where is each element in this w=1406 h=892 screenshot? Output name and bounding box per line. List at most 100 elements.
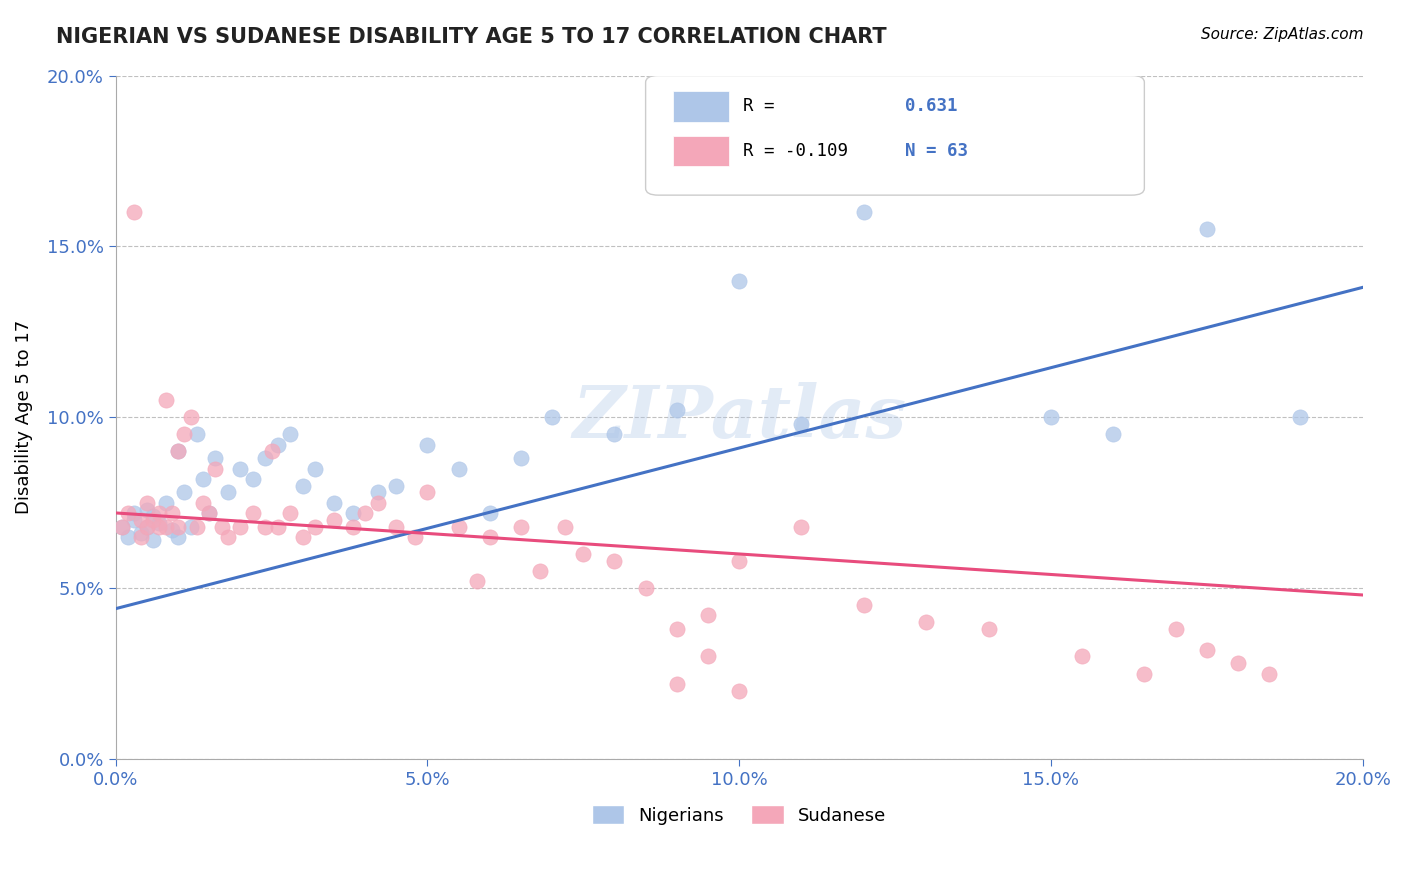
Point xyxy=(554,519,576,533)
Point xyxy=(1071,649,1094,664)
Point xyxy=(242,472,264,486)
Legend: Nigerians, Sudanese: Nigerians, Sudanese xyxy=(585,798,894,832)
Point xyxy=(148,506,170,520)
Point xyxy=(204,461,226,475)
Point xyxy=(267,519,290,533)
Point xyxy=(852,599,875,613)
Point xyxy=(124,513,146,527)
Point xyxy=(367,485,389,500)
Point xyxy=(191,496,214,510)
FancyBboxPatch shape xyxy=(673,91,730,122)
Point xyxy=(478,506,501,520)
Point xyxy=(603,554,626,568)
Point xyxy=(1164,622,1187,636)
Point xyxy=(167,444,190,458)
Point xyxy=(790,417,813,431)
Point xyxy=(1102,427,1125,442)
Point xyxy=(322,513,344,527)
Point xyxy=(354,506,377,520)
Point xyxy=(135,496,157,510)
Point xyxy=(135,502,157,516)
Point xyxy=(211,519,233,533)
Point xyxy=(634,581,657,595)
Point xyxy=(915,136,938,151)
Point xyxy=(541,410,564,425)
Point xyxy=(728,554,751,568)
Point xyxy=(728,274,751,288)
Point xyxy=(217,530,239,544)
Point xyxy=(291,530,314,544)
Point xyxy=(186,427,208,442)
Point xyxy=(1039,410,1062,425)
Point xyxy=(198,506,221,520)
Point xyxy=(291,478,314,492)
Point xyxy=(129,526,152,541)
Point xyxy=(665,677,688,691)
Point xyxy=(1226,657,1249,671)
Point xyxy=(1195,642,1218,657)
Text: R = -0.109: R = -0.109 xyxy=(742,142,869,160)
Point xyxy=(665,403,688,417)
Point xyxy=(155,519,177,533)
Point xyxy=(186,519,208,533)
Text: N = 63: N = 63 xyxy=(905,142,967,160)
Point xyxy=(254,451,277,466)
Point xyxy=(367,496,389,510)
Point xyxy=(142,533,165,548)
Point xyxy=(665,622,688,636)
Point xyxy=(117,506,139,520)
Point xyxy=(478,530,501,544)
Point xyxy=(278,506,301,520)
Point xyxy=(697,608,720,623)
Text: ZIPatlas: ZIPatlas xyxy=(572,382,907,453)
Point xyxy=(160,523,183,537)
Y-axis label: Disability Age 5 to 17: Disability Age 5 to 17 xyxy=(15,320,32,515)
Point xyxy=(179,410,201,425)
Point xyxy=(510,451,533,466)
Point xyxy=(191,472,214,486)
Point xyxy=(790,519,813,533)
Point xyxy=(148,519,170,533)
Point xyxy=(142,509,165,524)
Point xyxy=(160,506,183,520)
Point xyxy=(728,683,751,698)
Point xyxy=(229,519,252,533)
Point xyxy=(135,519,157,533)
Point xyxy=(304,519,326,533)
Point xyxy=(179,519,201,533)
Point xyxy=(447,461,470,475)
Point xyxy=(142,513,165,527)
Point xyxy=(322,496,344,510)
Point xyxy=(198,506,221,520)
FancyBboxPatch shape xyxy=(673,136,730,167)
Point xyxy=(242,506,264,520)
Point xyxy=(111,519,134,533)
Point xyxy=(267,437,290,451)
Point xyxy=(529,564,551,578)
Text: NIGERIAN VS SUDANESE DISABILITY AGE 5 TO 17 CORRELATION CHART: NIGERIAN VS SUDANESE DISABILITY AGE 5 TO… xyxy=(56,27,887,46)
Text: R =: R = xyxy=(742,97,796,115)
Point xyxy=(260,444,283,458)
Point xyxy=(465,574,488,589)
Point xyxy=(254,519,277,533)
Point xyxy=(278,427,301,442)
Point xyxy=(129,530,152,544)
Point xyxy=(1258,666,1281,681)
Point xyxy=(124,205,146,219)
Point xyxy=(342,506,364,520)
Point xyxy=(229,461,252,475)
Point xyxy=(572,547,595,561)
Text: Source: ZipAtlas.com: Source: ZipAtlas.com xyxy=(1201,27,1364,42)
Point xyxy=(852,205,875,219)
Point xyxy=(1195,222,1218,236)
Point xyxy=(167,519,190,533)
Point xyxy=(603,427,626,442)
FancyBboxPatch shape xyxy=(645,76,1144,195)
Point xyxy=(404,530,426,544)
Point xyxy=(124,506,146,520)
Point xyxy=(416,437,439,451)
Point xyxy=(155,393,177,408)
Point xyxy=(1289,410,1312,425)
Point xyxy=(385,478,408,492)
Point xyxy=(167,530,190,544)
